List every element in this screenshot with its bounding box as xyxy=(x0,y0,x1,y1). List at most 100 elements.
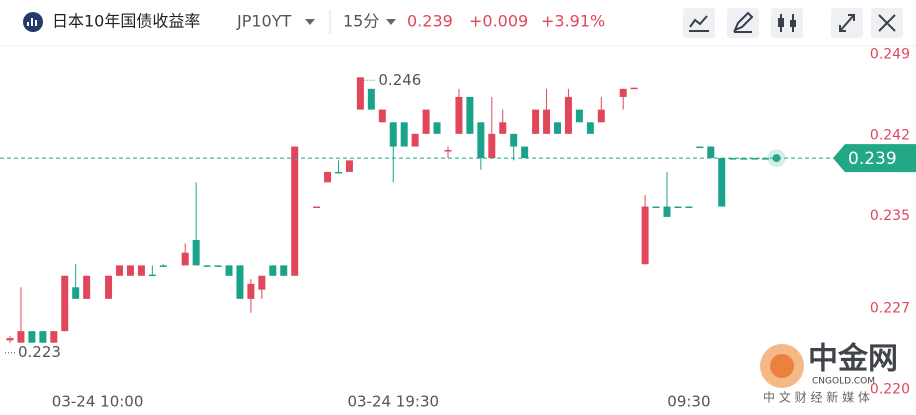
change-percent: +3.91% xyxy=(541,12,605,31)
last-price-dot xyxy=(772,154,781,163)
header: 日本10年国债收益率 JP10YT 15分 0.239 +0.009 +3.91… xyxy=(0,8,916,47)
candle-body xyxy=(499,122,507,134)
candle-body xyxy=(335,171,342,174)
candle-body xyxy=(192,240,200,266)
candle-body xyxy=(740,158,748,160)
y-tick-label: 0.249 xyxy=(870,47,910,63)
candle-body xyxy=(345,160,353,172)
y-tick-label: 0.227 xyxy=(870,301,910,317)
draw-button[interactable] xyxy=(727,8,759,38)
candle-body xyxy=(39,331,47,343)
indicator-icon xyxy=(689,15,709,32)
watermark-brand: 中金网 xyxy=(808,342,898,377)
candle-body xyxy=(477,122,485,159)
last-price: 0.239 xyxy=(407,12,453,31)
candle-body xyxy=(72,287,80,299)
high-marker-label: 0.246 xyxy=(378,71,421,89)
chart-type-icon-body xyxy=(778,18,784,27)
candle-body xyxy=(378,109,386,123)
low-marker-label: 0.223 xyxy=(18,343,61,361)
candle-body xyxy=(564,96,572,134)
candle-body xyxy=(126,265,134,276)
interval-dropdown[interactable] xyxy=(386,19,396,25)
candle-body xyxy=(137,265,145,276)
candle-body xyxy=(159,265,167,267)
candle-body xyxy=(543,109,551,134)
close-icon xyxy=(878,14,896,32)
draw-icon xyxy=(733,11,754,33)
x-tick-label: 03-24 19:30 xyxy=(347,393,439,411)
watermark-domain: CNGOLD.COM xyxy=(812,377,875,387)
candle-body xyxy=(247,283,255,299)
candle-body xyxy=(674,206,682,209)
candle-body xyxy=(652,206,660,209)
candle-body xyxy=(214,265,222,267)
x-tick-label: 09:30 xyxy=(667,393,710,411)
candle-body xyxy=(444,150,452,152)
candle-body xyxy=(422,109,430,134)
candle-body xyxy=(466,96,474,134)
candle-body xyxy=(619,88,627,97)
candle-body xyxy=(181,252,189,266)
candle-body xyxy=(389,122,397,147)
candle-body xyxy=(586,122,594,134)
candle-body xyxy=(630,87,638,90)
candle-body xyxy=(105,275,113,299)
last-price-tag-label: 0.239 xyxy=(848,149,897,169)
candle-body xyxy=(28,331,36,343)
candle-body xyxy=(83,275,91,299)
candle-body xyxy=(718,158,726,207)
watermark-slogan: 中 文 财 经 新 媒 体 xyxy=(763,390,870,405)
candle-body xyxy=(762,158,770,160)
candle-body xyxy=(751,158,759,160)
candle-body xyxy=(236,265,244,299)
candle-body xyxy=(313,206,321,209)
candle-body xyxy=(400,122,408,147)
change: +0.009 xyxy=(469,12,528,31)
candle-body xyxy=(116,265,123,276)
candle-body xyxy=(597,109,605,123)
chart-type-button[interactable] xyxy=(771,8,803,38)
candle-body xyxy=(280,265,288,276)
x-tick-label: 03-24 10:00 xyxy=(52,393,144,411)
candle-body xyxy=(6,338,14,341)
interval[interactable]: 15分 xyxy=(343,12,379,31)
toolbar xyxy=(683,8,903,38)
candle-body xyxy=(291,146,299,276)
candle-body xyxy=(367,88,375,110)
title: 日本10年国债收益率 xyxy=(52,12,200,31)
candle-body xyxy=(148,274,156,277)
candle-body xyxy=(685,206,693,209)
candle-body xyxy=(641,206,649,265)
chart-type-icon-body xyxy=(790,20,796,27)
candle-body xyxy=(663,206,671,217)
last-price-tag xyxy=(833,144,916,173)
candle-body xyxy=(61,275,69,332)
watermark: 中金网 CNGOLD.COM 中 文 财 经 新 媒 体 xyxy=(760,342,898,405)
candle-body xyxy=(324,171,332,183)
watermark-logo-inner xyxy=(770,354,794,378)
candle-body xyxy=(521,146,529,159)
candle-body xyxy=(411,133,419,147)
candle-body xyxy=(269,265,277,276)
candle-body xyxy=(488,133,496,159)
candle-body xyxy=(203,265,211,267)
symbol-icon-bars xyxy=(27,18,37,26)
candle-body xyxy=(258,275,266,290)
fullscreen-icon xyxy=(839,14,855,32)
candle-body xyxy=(356,77,364,110)
y-tick-label: 0.220 xyxy=(870,381,910,397)
candle-body xyxy=(554,122,561,134)
symbol[interactable]: JP10YT xyxy=(236,12,292,31)
candle-body xyxy=(455,96,463,134)
symbol-dropdown[interactable] xyxy=(305,19,315,25)
candle-body xyxy=(532,109,540,134)
candle-body xyxy=(707,146,715,159)
candle-body xyxy=(50,331,58,343)
y-tick-label: 0.242 xyxy=(870,127,910,143)
candle-body xyxy=(225,265,233,276)
candle-body xyxy=(433,122,441,134)
candle-body xyxy=(696,146,704,149)
